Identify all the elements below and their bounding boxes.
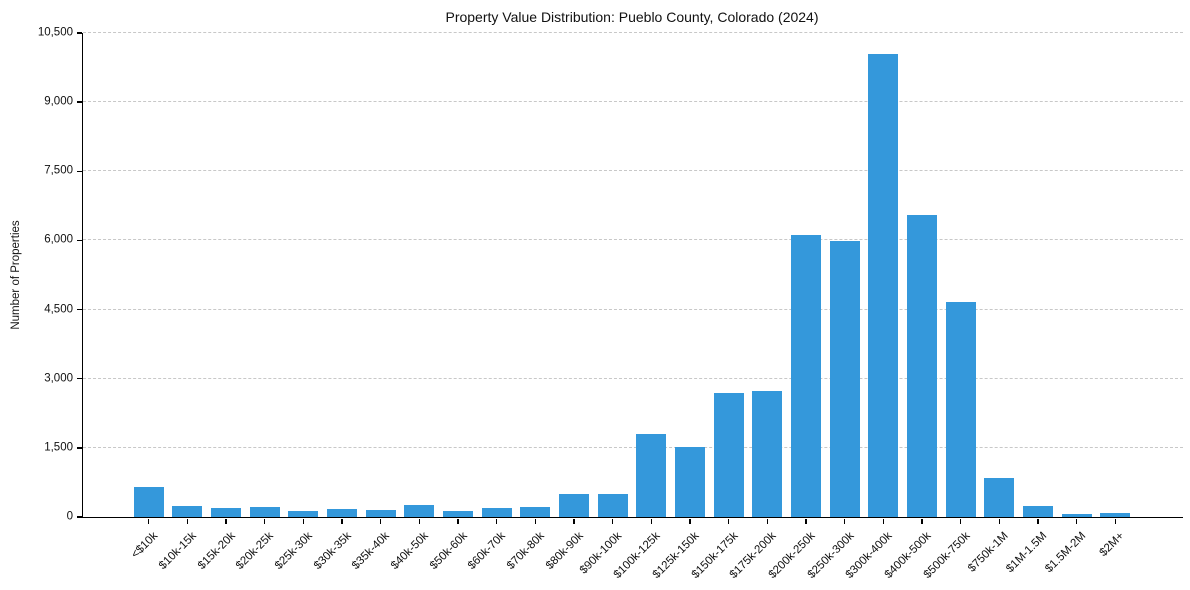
grid-line xyxy=(83,101,1183,103)
x-tick-mark xyxy=(650,518,653,524)
x-tick-label: $1M-1.5M xyxy=(1004,530,1050,576)
y-tick-label: 3,000 xyxy=(44,372,73,385)
bar-2m xyxy=(1100,512,1131,517)
x-tick-mark xyxy=(302,518,305,524)
y-tick-mark xyxy=(76,308,82,311)
grid-line xyxy=(83,32,1183,33)
x-tick-mark xyxy=(534,518,537,524)
bar-10k xyxy=(133,486,164,517)
bar-1m-1-5m xyxy=(1022,505,1053,517)
x-tick-mark xyxy=(611,518,614,524)
grid-line xyxy=(83,446,1183,448)
y-tick-mark xyxy=(76,170,82,173)
x-tick-mark xyxy=(379,518,382,524)
bar-250k-300k xyxy=(829,241,860,517)
grid-line xyxy=(83,170,1183,172)
chart-title: Property Value Distribution: Pueblo Coun… xyxy=(445,9,819,25)
bar-30k-35k xyxy=(327,509,358,517)
bar-125k-150k xyxy=(674,447,705,517)
x-tick-mark xyxy=(186,518,189,524)
x-tick-mark xyxy=(418,518,421,524)
x-tick-mark xyxy=(1075,518,1078,524)
bar-100k-125k xyxy=(636,433,667,517)
x-tick-mark xyxy=(727,518,730,524)
y-tick-label: 7,500 xyxy=(44,164,73,177)
grid-line xyxy=(83,308,1183,310)
y-axis-label: Number of Properties xyxy=(10,220,22,330)
grid-line xyxy=(83,377,1183,379)
x-tick-mark xyxy=(843,518,846,524)
plot-area: 0 1,500 3,000 4,500 6,000 7,500 9,000 10,500 <$1… xyxy=(38,27,1183,581)
bar-15k-20k xyxy=(211,508,242,517)
x-tick-mark xyxy=(882,518,885,524)
y-tick-label: 10,500 xyxy=(37,26,73,39)
x-tick-label: $25k-30k xyxy=(272,530,315,572)
x-tick-label: $70k-80k xyxy=(504,530,547,572)
bar-35k-40k xyxy=(365,510,396,517)
x-tick-mark xyxy=(959,518,962,524)
y-tick-mark xyxy=(76,377,82,380)
y-tick-mark xyxy=(76,101,82,103)
y-tick-mark xyxy=(76,447,82,449)
bar-150k-175k xyxy=(713,392,744,517)
x-tick-label: $60k-70k xyxy=(466,530,509,572)
y-tick-mark xyxy=(76,32,82,34)
y-tick-label: 9,000 xyxy=(44,95,73,108)
x-tick-label: $1.5M-2M xyxy=(1043,530,1089,576)
y-tick-label: 4,500 xyxy=(44,303,73,316)
bar-175k-200k xyxy=(752,390,783,517)
bar-90k-100k xyxy=(597,493,628,517)
x-tick-mark xyxy=(689,518,691,524)
bar-300k-400k xyxy=(868,53,899,517)
y-tick-label: 1,500 xyxy=(44,441,73,454)
x-tick-label: $50k-60k xyxy=(427,530,470,572)
bar-50k-60k xyxy=(443,510,473,517)
bar-80k-90k xyxy=(559,493,589,517)
bar-1-5m-2m xyxy=(1061,513,1092,517)
x-tick-mark xyxy=(805,518,807,524)
x-tick-mark xyxy=(1114,518,1117,524)
x-tick-mark xyxy=(263,518,266,524)
bar-10k-15k xyxy=(172,505,203,517)
x-tick-label: $20k-25k xyxy=(234,530,277,572)
x-tick-label: $15k-20k xyxy=(195,530,238,572)
x-tick-label: $2M+ xyxy=(1097,530,1127,560)
bar-400k-500k xyxy=(906,214,937,517)
x-tick-mark xyxy=(147,518,150,524)
bar-70k-80k xyxy=(520,507,551,517)
y-tick-mark xyxy=(76,516,82,518)
bar-500k-750k xyxy=(945,301,976,517)
bar-20k-25k xyxy=(249,506,280,517)
y-tick-mark xyxy=(76,239,82,242)
bar-60k-70k xyxy=(481,508,512,517)
bar-750k-1m xyxy=(984,477,1015,517)
bar-25k-30k xyxy=(288,511,319,517)
x-tick-mark xyxy=(341,518,343,524)
grid-line xyxy=(83,239,1183,241)
x-tick-mark xyxy=(225,518,227,524)
x-tick-mark xyxy=(921,518,923,524)
x-tick-mark xyxy=(573,518,575,524)
y-tick-label: 6,000 xyxy=(44,233,73,246)
x-tick-label: $30k-35k xyxy=(311,530,354,572)
x-tick-mark xyxy=(495,518,498,524)
x-tick-label: $35k-40k xyxy=(350,530,393,572)
x-tick-label: <$10k xyxy=(129,530,161,561)
x-tick-mark xyxy=(998,518,1001,524)
x-tick-mark xyxy=(766,518,769,524)
bar-200k-250k xyxy=(790,234,821,517)
x-tick-label: $40k-50k xyxy=(388,530,431,572)
bar-40k-50k xyxy=(404,504,435,517)
x-tick-mark xyxy=(457,518,459,524)
x-tick-mark xyxy=(1037,518,1039,524)
y-tick-label: 0 xyxy=(66,510,73,523)
x-tick-label: $750k-1M xyxy=(966,530,1011,575)
x-tick-label: $10k-15k xyxy=(156,530,199,572)
